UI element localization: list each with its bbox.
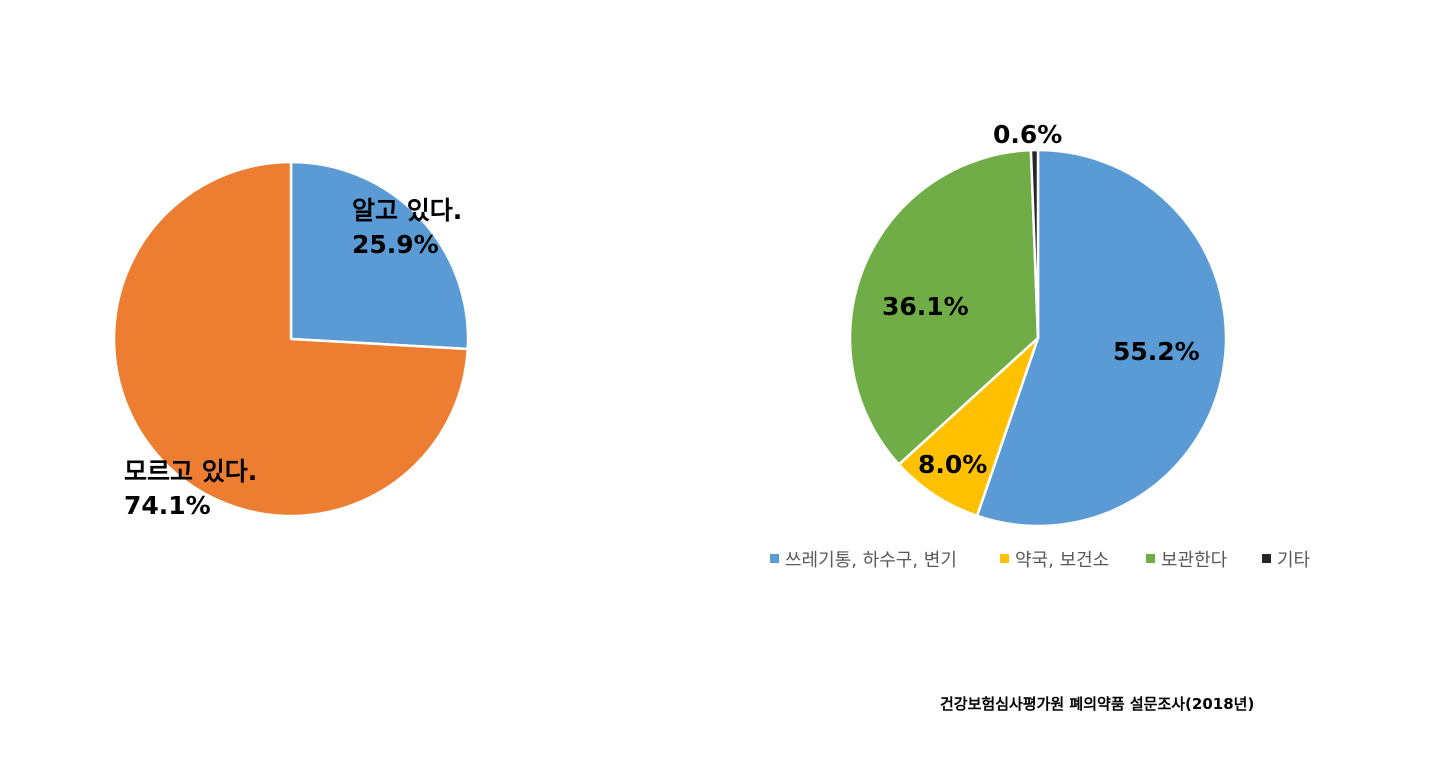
slice-value-pharmacy: 8.0% [918, 450, 987, 479]
disposal-legend: 쓰레기통, 하수구, 변기 약국, 보건소 보관한다 기타 [770, 550, 1311, 571]
legend-swatch-store [1146, 554, 1155, 563]
slice-value-unknown: 74.1% [124, 491, 211, 520]
slice-value-known: 25.9% [352, 230, 439, 259]
slice-label-unknown: 모르고 있다. [124, 457, 257, 486]
slice-value-trash: 55.2% [1113, 337, 1200, 366]
legend-swatch-other [1262, 554, 1271, 563]
slice-value-store: 36.1% [882, 292, 969, 321]
legend-label-pharmacy: 약국, 보건소 [1015, 550, 1109, 571]
legend-label-trash: 쓰레기통, 하수구, 변기 [785, 550, 957, 571]
legend-swatch-pharmacy [1000, 554, 1009, 563]
awareness-pie-labels: 알고 있다. 25.9% 모르고 있다. 74.1% [124, 196, 462, 520]
awareness-slice-0 [289, 160, 470, 351]
disposal-slice-3 [1029, 148, 1040, 340]
disposal-pie-labels: 55.2% 8.0% 36.1% 0.6% [882, 120, 1200, 479]
awareness-slice-1 [112, 160, 469, 518]
awareness-pie-chart [112, 160, 470, 518]
legend-label-other: 기타 [1277, 550, 1311, 571]
source-note: 건강보험심사평가원 폐의약품 설문조사(2018년) [940, 695, 1255, 713]
disposal-slice-2 [848, 148, 1040, 466]
slice-value-other: 0.6% [993, 120, 1062, 149]
slice-label-known: 알고 있다. [352, 196, 462, 225]
legend-label-store: 보관한다 [1161, 550, 1228, 571]
disposal-pie-chart [848, 148, 1228, 528]
disposal-slice-0 [975, 148, 1228, 528]
legend-swatch-trash [770, 554, 779, 563]
disposal-slice-1 [897, 336, 1040, 518]
